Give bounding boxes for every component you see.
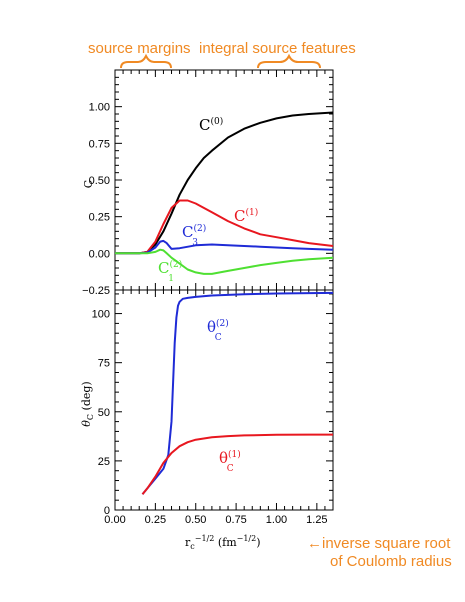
y-tick-label: 1.00 xyxy=(89,102,110,114)
x-tick-label: 0.50 xyxy=(185,514,206,526)
panel-top: −0.25 0.00 0.25 0.50 0.75 1.00 C C(0) C(1) C(2) 3C… xyxy=(82,69,334,297)
series-label-thetaC2: θ(2) C xyxy=(207,318,229,343)
annotation-arrow-line1: ←inverse square root xyxy=(307,535,451,552)
y-tick-label: 0.50 xyxy=(89,175,110,187)
y-tick-label: 100 xyxy=(92,309,110,321)
series-label-C0: C(0) xyxy=(199,116,223,134)
annotation-arrow-line2: of Coulomb radius xyxy=(330,553,452,570)
x-tick-label: 0.25 xyxy=(145,514,166,526)
y-tick-label: 0.75 xyxy=(89,138,110,150)
series-label-C1: C(1) xyxy=(234,207,258,225)
x-tick-label: 1.25 xyxy=(306,514,327,526)
y-tick-label: 0.00 xyxy=(89,248,110,260)
series-line-C0 xyxy=(115,111,334,255)
x-tick-label: 0.00 xyxy=(104,514,125,526)
series-line-thetaC1 xyxy=(141,433,333,495)
series-line-C32 xyxy=(115,239,334,255)
series-label-C32: C(2) 3 xyxy=(182,223,206,248)
y-tick-label: 0 xyxy=(104,505,110,517)
series-label-thetaC1: θ(1) C xyxy=(219,449,241,474)
y-tick-label: 0.25 xyxy=(89,212,110,224)
annotation-source-margins: source margins xyxy=(88,40,191,57)
y-tick-label: −0.25 xyxy=(82,285,110,297)
x-tick-label: 1.00 xyxy=(266,514,287,526)
y-tick-label: 75 xyxy=(98,358,110,370)
annotation-integral-source-features: integral source features xyxy=(199,40,356,57)
x-tick-label: 0.75 xyxy=(225,514,246,526)
y-axis-label-top: C xyxy=(82,180,95,188)
series-line-C12 xyxy=(115,248,334,275)
brace-integral-features xyxy=(257,53,321,69)
plot-frame xyxy=(114,289,334,511)
brace-source-margins xyxy=(120,53,172,69)
y-tick-label: 25 xyxy=(98,456,110,468)
y-tick-label: 50 xyxy=(98,407,110,419)
panel-bottom: 0 25 50 75 100 0.00 0.25 0.50 0.75 1.00 1.25 θC (de… xyxy=(80,289,334,526)
series-label-C12: C(2) 1 xyxy=(158,259,182,284)
series-line-thetaC2 xyxy=(141,291,334,495)
y-axis-label-bottom: θC (deg) xyxy=(80,381,95,426)
x-axis-label: rc−1/2 (fm−1/2) xyxy=(185,534,261,551)
series-line-C1 xyxy=(115,199,334,255)
plot-frame xyxy=(114,69,334,291)
